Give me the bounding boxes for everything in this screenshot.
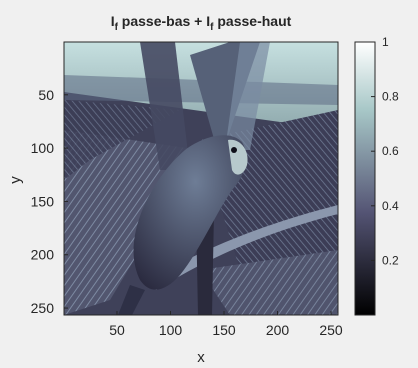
x-tick-label: 250 — [319, 322, 343, 338]
y-tick-label: 200 — [31, 247, 55, 263]
colorbar-tick-label: 1 — [382, 35, 389, 49]
colorbar-tick-label: 0.2 — [382, 253, 399, 267]
x-tick-label: 100 — [159, 322, 183, 338]
x-tick-label: 50 — [109, 322, 125, 338]
y-tick-label: 250 — [31, 300, 55, 316]
y-tick-label: 150 — [31, 193, 55, 209]
y-tick-label: 50 — [38, 87, 54, 103]
colorbar: 0.2 0.4 0.6 0.8 1 — [354, 35, 399, 316]
x-axis-label: x — [197, 349, 205, 366]
x-tick-label: 150 — [212, 322, 236, 338]
colorbar-tick-label: 0.8 — [382, 90, 399, 104]
colorbar-ticks: 0.2 0.4 0.6 0.8 1 — [371, 35, 399, 267]
heatmap-image — [64, 42, 338, 315]
axes-box — [63, 41, 339, 316]
colorbar-tick-label: 0.4 — [382, 199, 399, 213]
y-tick-label: 100 — [31, 140, 55, 156]
x-axis-ticks: 50 100 150 200 250 — [109, 311, 343, 338]
colorbar-fill — [354, 41, 376, 316]
x-tick-label: 200 — [266, 322, 290, 338]
chart-title: If passe-bas + If passe-haut — [111, 13, 292, 33]
colorbar-tick-label: 0.6 — [382, 144, 399, 158]
y-axis-ticks: 50 100 150 200 250 — [31, 87, 68, 316]
y-axis-label: y — [7, 176, 24, 184]
